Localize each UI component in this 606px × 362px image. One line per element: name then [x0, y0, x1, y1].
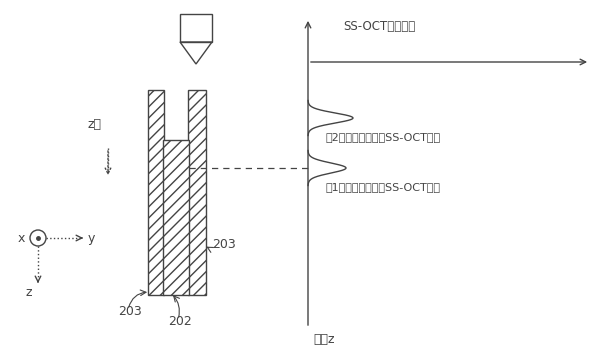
Text: x: x	[18, 232, 25, 245]
Text: SS-OCT信号強度: SS-OCT信号強度	[343, 20, 415, 33]
Polygon shape	[163, 140, 189, 295]
Text: z: z	[26, 286, 33, 299]
Polygon shape	[188, 90, 206, 295]
Text: 203: 203	[212, 238, 236, 251]
Text: 位置z: 位置z	[313, 333, 335, 346]
Text: 第1シート材からのSS-OCT信号: 第1シート材からのSS-OCT信号	[326, 182, 441, 192]
Text: z軸: z軸	[88, 118, 102, 131]
Text: 202: 202	[168, 315, 191, 328]
Text: 203: 203	[118, 305, 142, 318]
Polygon shape	[148, 90, 164, 295]
Text: 第2シート材からのSS-OCT信号: 第2シート材からのSS-OCT信号	[326, 132, 441, 142]
Text: y: y	[88, 232, 95, 245]
